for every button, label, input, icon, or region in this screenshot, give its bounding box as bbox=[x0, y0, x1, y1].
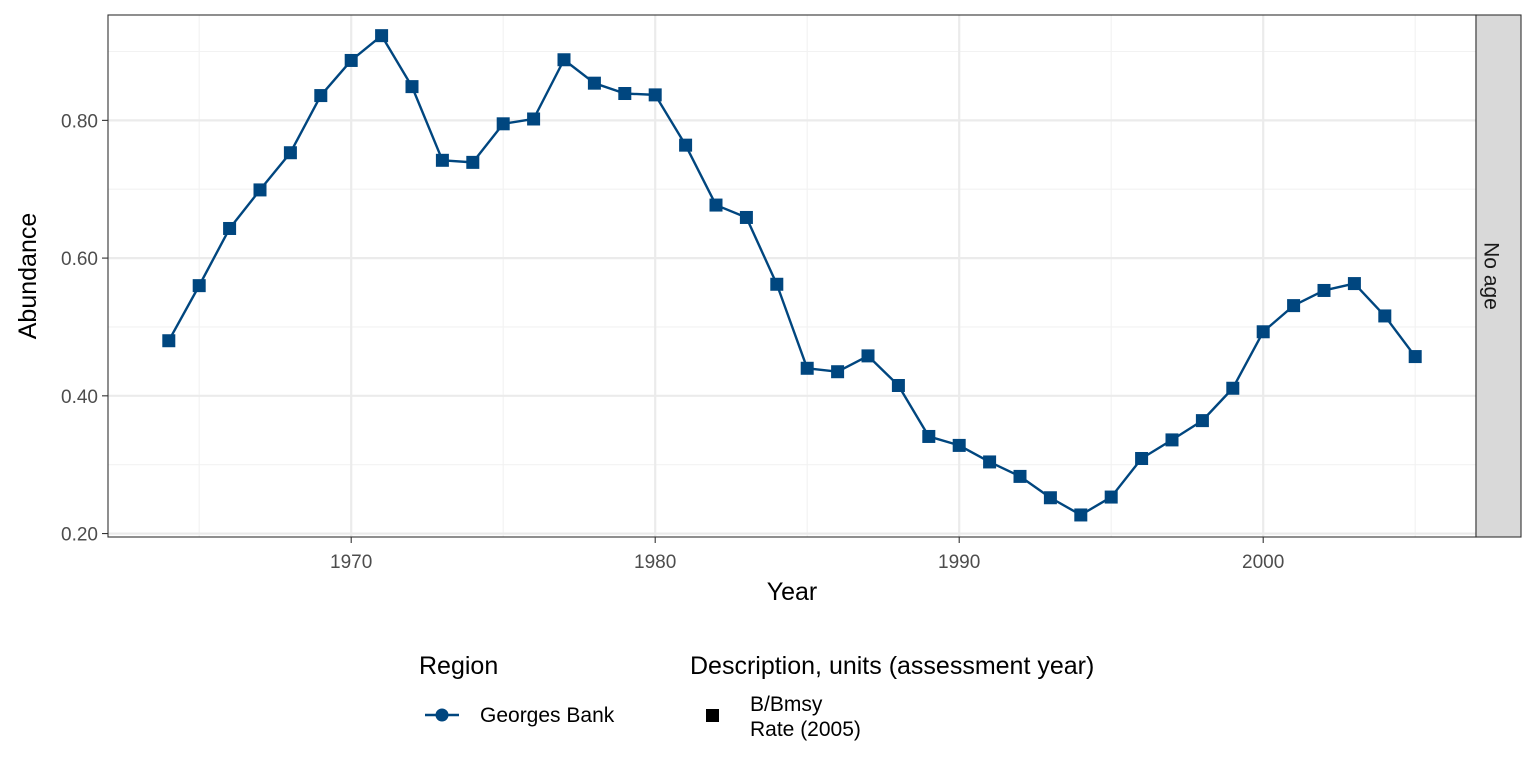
legend-description-title: Description, units (assessment year) bbox=[690, 652, 1094, 680]
legend-description-line2: Rate (2005) bbox=[750, 718, 861, 741]
data-point bbox=[527, 112, 541, 126]
facet-strip bbox=[1475, 14, 1522, 538]
data-point bbox=[1074, 508, 1088, 522]
x-axis-title: Year bbox=[767, 578, 818, 606]
y-axis-title: Abundance bbox=[14, 213, 42, 340]
data-point bbox=[466, 155, 480, 169]
y-tick-label: 0.80 bbox=[61, 111, 98, 132]
data-point bbox=[587, 76, 601, 90]
legend-region-title: Region bbox=[419, 652, 498, 680]
data-point bbox=[618, 87, 632, 101]
facet-strip-label: No age bbox=[1479, 242, 1502, 310]
data-point bbox=[314, 89, 328, 103]
x-tick-label: 1980 bbox=[634, 552, 676, 573]
data-point bbox=[1135, 451, 1149, 465]
data-point bbox=[405, 80, 419, 94]
data-point bbox=[831, 365, 845, 379]
legend-region: Region Georges Bank bbox=[419, 652, 615, 727]
legend-georges-bank-label: Georges Bank bbox=[480, 704, 615, 727]
data-point bbox=[1195, 414, 1209, 428]
data-point bbox=[709, 198, 723, 212]
grid-major bbox=[108, 15, 1476, 537]
data-point bbox=[648, 88, 662, 102]
data-point bbox=[1317, 283, 1331, 297]
x-tick-label: 2000 bbox=[1242, 552, 1284, 573]
data-point bbox=[1287, 299, 1301, 313]
data-point bbox=[1104, 490, 1118, 504]
grid-minor bbox=[108, 15, 1476, 537]
data-point bbox=[679, 138, 693, 152]
data-point bbox=[1165, 433, 1179, 447]
data-point bbox=[770, 277, 784, 291]
data-point bbox=[1013, 469, 1027, 483]
data-point bbox=[557, 53, 571, 67]
data-point bbox=[435, 153, 449, 167]
y-tick-label: 0.60 bbox=[61, 249, 98, 270]
data-point bbox=[1408, 350, 1422, 364]
data-point bbox=[375, 29, 389, 43]
legend-description: Description, units (assessment year) B/B… bbox=[690, 652, 1094, 741]
legend-georges-bank-marker bbox=[435, 708, 449, 722]
data-point bbox=[1226, 381, 1240, 395]
x-tick-label: 1990 bbox=[938, 552, 980, 573]
data-point bbox=[1378, 309, 1392, 323]
x-tick-label: 1970 bbox=[330, 552, 372, 573]
data-point bbox=[861, 349, 875, 363]
data-point bbox=[1256, 325, 1270, 339]
y-axis: 0.20 0.40 0.60 0.80 bbox=[61, 111, 108, 546]
data-point bbox=[983, 455, 997, 469]
y-tick-label: 0.40 bbox=[61, 387, 98, 408]
data-point bbox=[496, 117, 510, 131]
series-line-georges-bank bbox=[167, 34, 1417, 517]
legend-description-line1: B/Bmsy bbox=[750, 693, 823, 716]
data-point bbox=[223, 221, 237, 235]
data-point bbox=[891, 378, 905, 392]
data-point bbox=[192, 279, 206, 293]
data-point bbox=[344, 53, 358, 67]
x-axis: 1970 1980 1990 2000 bbox=[330, 537, 1284, 573]
data-point bbox=[922, 429, 936, 443]
data-point bbox=[1347, 277, 1361, 291]
data-point bbox=[283, 146, 297, 160]
legend-square-marker bbox=[706, 709, 719, 722]
y-tick-label: 0.20 bbox=[61, 525, 98, 546]
data-point bbox=[739, 210, 753, 224]
data-point bbox=[162, 334, 176, 348]
data-point bbox=[1043, 491, 1057, 505]
plot-panel-border bbox=[107, 14, 1477, 538]
series-layer bbox=[162, 29, 1422, 522]
data-point bbox=[253, 183, 267, 197]
data-point bbox=[952, 438, 966, 452]
data-point bbox=[800, 361, 814, 375]
